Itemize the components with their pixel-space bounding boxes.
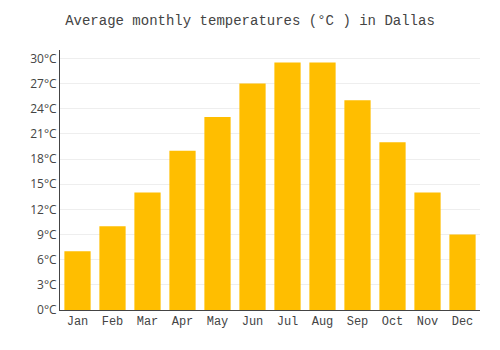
svg-text:Mar: Mar [137,315,159,329]
svg-text:Nov: Nov [417,315,439,329]
svg-text:Average monthly temperatures (: Average monthly temperatures (°C ) in Da… [65,13,435,29]
svg-text:Jul: Jul [277,315,299,329]
svg-text:18°C: 18°C [30,150,57,167]
svg-text:12°C: 12°C [30,201,57,218]
svg-text:0°C: 0°C [37,301,57,318]
svg-text:Feb: Feb [102,315,124,329]
svg-text:Jan: Jan [67,315,89,329]
svg-text:24°C: 24°C [30,100,57,117]
svg-text:9°C: 9°C [37,226,57,243]
svg-text:27°C: 27°C [30,75,57,92]
svg-text:Dec: Dec [452,315,474,329]
svg-text:30°C: 30°C [30,50,57,67]
svg-text:Sep: Sep [347,315,369,329]
svg-text:3°C: 3°C [37,276,57,293]
svg-text:Apr: Apr [172,315,194,329]
svg-text:21°C: 21°C [30,125,57,142]
svg-text:Jun: Jun [242,315,264,329]
svg-text:6°C: 6°C [37,251,57,268]
svg-text:15°C: 15°C [30,175,57,192]
svg-text:Oct: Oct [382,315,404,329]
svg-text:May: May [207,315,229,329]
svg-text:Aug: Aug [312,315,334,329]
